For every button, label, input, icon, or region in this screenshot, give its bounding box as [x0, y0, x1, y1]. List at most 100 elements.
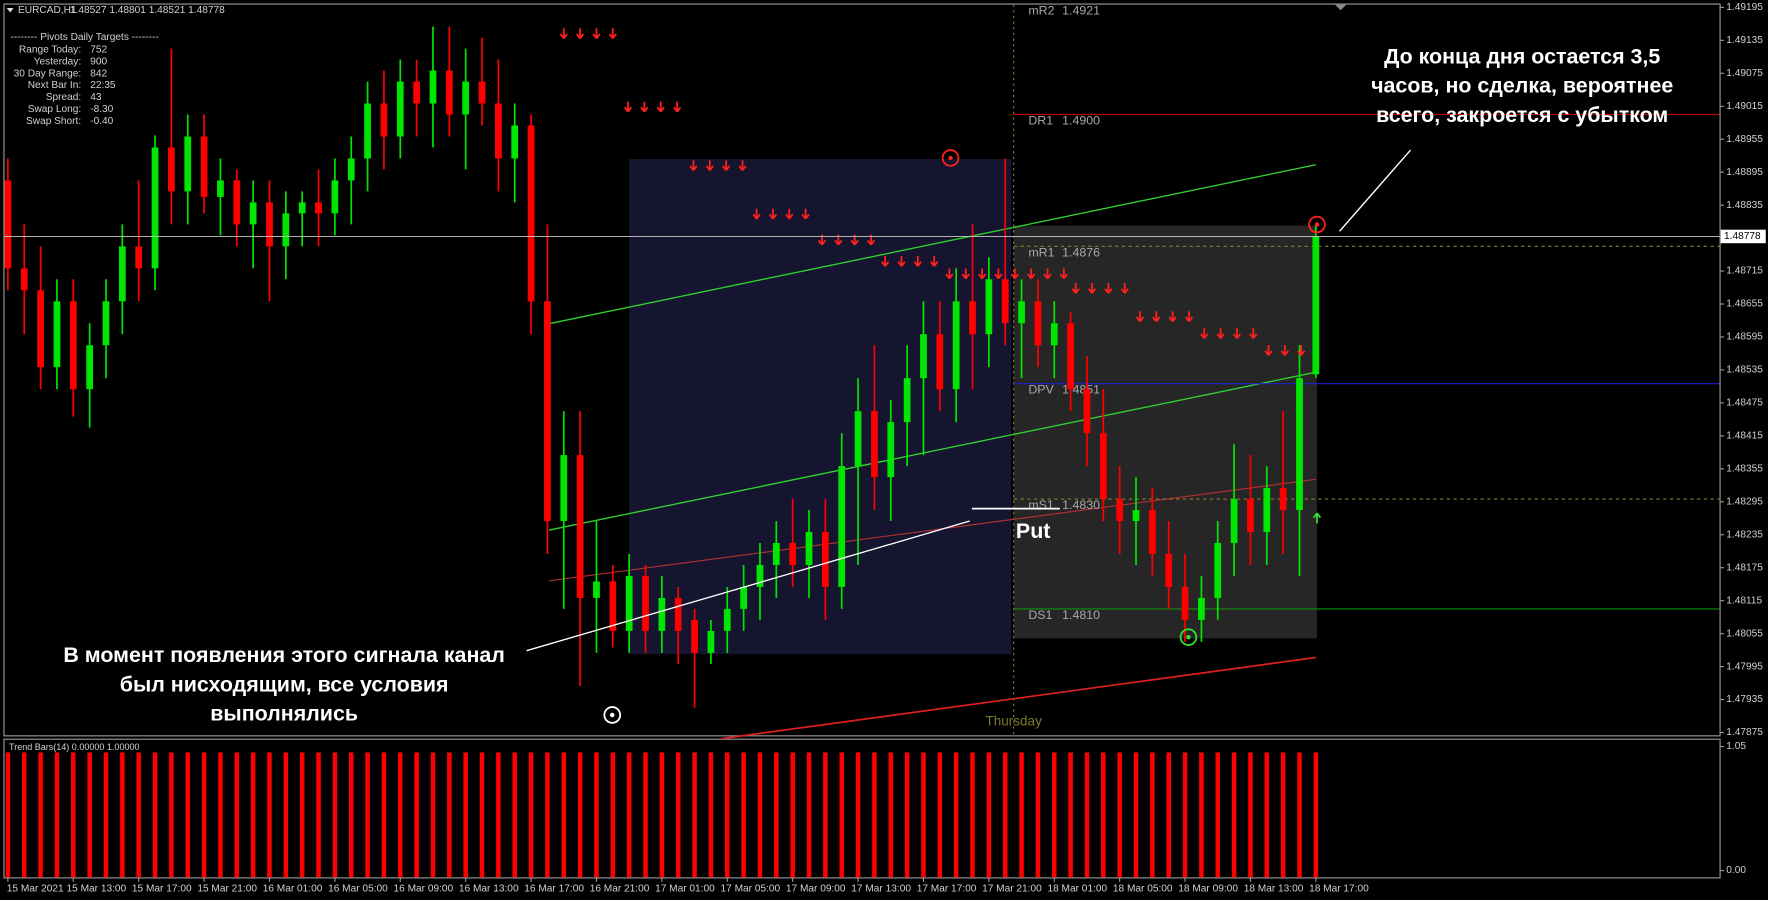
trend-bar: [872, 752, 877, 878]
panel-rows: Range Today: 752 Yesterday: 900 30 Day Range…: [14, 44, 116, 127]
signal-arrow: [945, 268, 954, 280]
y-tick-label: 1.48295: [1726, 496, 1763, 507]
candle-body: [1116, 499, 1124, 522]
trend-bar: [594, 752, 599, 878]
trend-bar: [855, 752, 861, 878]
candle-body: [691, 619, 698, 653]
trend-bar: [1150, 752, 1155, 878]
trend-bar: [692, 752, 697, 878]
signal-arrow: [705, 160, 714, 171]
signal-arrow: [1043, 268, 1052, 280]
trend-bar: [1101, 752, 1106, 878]
candle-body: [871, 411, 878, 478]
annotation-line: [1339, 149, 1412, 232]
signal-dot: [948, 155, 953, 161]
candle-body: [200, 136, 208, 197]
signal-arrow: [801, 208, 810, 220]
channel-lower: [721, 656, 1316, 740]
candle-body: [1214, 542, 1222, 598]
trend-bar: [316, 752, 321, 878]
candle-body: [1001, 279, 1009, 324]
candle-body: [576, 455, 584, 598]
candle-body: [462, 81, 470, 115]
y-tick-label: 1.48535: [1726, 365, 1763, 376]
panel-value: 43: [90, 92, 102, 103]
trend-bar: [496, 752, 501, 878]
trend-bar: [1182, 752, 1188, 878]
x-tick-label: 17 Mar 17:00: [917, 883, 977, 894]
signal-circle: [941, 149, 960, 167]
signal-note: В момент появления этого сигнала канал: [63, 643, 504, 667]
signal-arrow: [994, 268, 1003, 280]
signal-circle: [603, 706, 622, 724]
trend-bar: [806, 752, 812, 878]
pivot-name: DR1: [1028, 114, 1053, 128]
trend-bar: [970, 752, 975, 878]
trend-bar: [398, 752, 403, 878]
x-tick-label: 16 Mar 01:00: [263, 883, 323, 894]
trend-bar: [1002, 752, 1008, 878]
signal-arrow: [977, 268, 987, 280]
pivot-value: 1.4810: [1062, 608, 1100, 622]
panel-label: Swap Short:: [26, 116, 81, 127]
candle-body: [1099, 433, 1107, 500]
y-tick-label: 1.49015: [1726, 101, 1763, 112]
panel-value: 22:35: [90, 80, 116, 91]
y-tick-label: 1.48895: [1726, 167, 1763, 178]
signal-circle: [1179, 628, 1198, 646]
signal-arrow: [689, 160, 698, 171]
trend-bar: [1264, 752, 1270, 878]
trend-bar: [169, 752, 174, 878]
candle-body: [658, 597, 666, 631]
trend-bar: [267, 752, 272, 878]
trend-bar: [888, 752, 894, 878]
candle-body: [936, 334, 944, 390]
candle-body: [1263, 488, 1271, 533]
trend-bar: [1313, 752, 1319, 878]
trend-bar: [136, 752, 141, 878]
candle-body: [642, 575, 649, 631]
y-tick-label: 1.48175: [1726, 562, 1763, 573]
signal-label: Put: [1016, 519, 1050, 543]
signal-note: выполнялись: [210, 702, 358, 726]
pivot-value: 1.4876: [1062, 245, 1100, 259]
trend-bar: [234, 752, 240, 878]
signal-dot: [1314, 222, 1320, 227]
indicator-tick-label: 0.00: [1726, 865, 1746, 876]
signal-arrow: [881, 256, 890, 267]
signal-arrow: [1010, 268, 1019, 280]
candle-body: [772, 542, 780, 565]
trend-bar: [774, 752, 779, 878]
x-tick-label: 18 Mar 05:00: [1113, 883, 1173, 894]
candle-body: [789, 542, 797, 565]
current-price-box: [1720, 229, 1766, 244]
x-tick-label: 15 Mar 17:00: [132, 883, 192, 894]
y-tick-label: 1.48955: [1726, 134, 1763, 145]
trend-bar: [201, 752, 207, 878]
trend-bar: [708, 752, 714, 878]
signal-arrow: [768, 208, 778, 220]
trend-bar: [904, 752, 910, 878]
quote: 1.48527 1.48801 1.48521 1.48778: [70, 5, 225, 16]
trend-bar: [577, 752, 583, 878]
x-tick-label: 16 Mar 05:00: [328, 883, 388, 894]
candle-body: [887, 422, 895, 478]
candle-body: [985, 279, 993, 335]
signal-arrow: [1135, 311, 1145, 323]
signal-arrow: [1120, 283, 1129, 294]
trend-bar: [103, 752, 109, 878]
signal-arrow: [738, 160, 747, 171]
candle-body: [118, 246, 126, 302]
signal-arrow: [559, 28, 568, 39]
candle-body: [821, 532, 829, 587]
panel-value: 752: [90, 44, 107, 55]
signal-arrow: [640, 101, 649, 113]
candle-body: [151, 147, 159, 269]
trend-bar: [790, 752, 795, 878]
candle-body: [4, 180, 12, 269]
panel-label: 30 Day Range:: [14, 68, 82, 79]
y-tick-label: 1.49195: [1726, 2, 1763, 13]
candle-body: [854, 411, 862, 467]
trend-bar: [38, 752, 43, 878]
